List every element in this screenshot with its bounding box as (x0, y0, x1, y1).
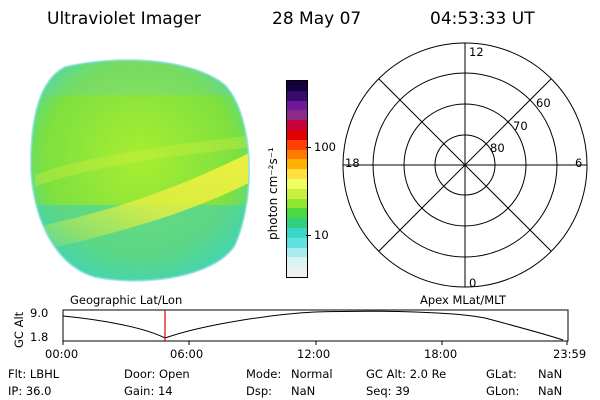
gc-alt-value: GC Alt: 2.0 Re (366, 367, 447, 381)
altitude-timeline-plot (62, 309, 569, 345)
colorbar-swatch (287, 247, 307, 258)
timeline-tick-label-4: 23:59 (553, 347, 587, 361)
colorbar-swatch (287, 159, 307, 170)
instrument-title: Ultraviolet Imager (47, 9, 201, 29)
colorbar-tick-label-100: 100 (314, 140, 336, 154)
ip-value: IP: 36.0 (8, 384, 52, 398)
timeline-tick-label-1: 06:00 (170, 347, 204, 361)
lat-label-60: 60 (536, 96, 551, 110)
colorbar-swatch (287, 237, 307, 248)
colorbar-tick-label-10: 10 (314, 228, 329, 242)
timeline-y-max: 9.0 (30, 306, 49, 320)
door-value: Door: Open (124, 367, 190, 381)
mode-value: Normal (291, 367, 333, 381)
timeline-tick-label-0: 00:00 (45, 347, 79, 361)
colorbar-swatch (287, 257, 307, 268)
colorbar-tick-100 (306, 147, 311, 148)
mlt-label-6: 6 (575, 156, 583, 170)
mlt-label-12: 12 (469, 45, 484, 59)
observation-date: 28 May 07 (272, 9, 362, 29)
lat-label-80: 80 (490, 141, 505, 155)
colorbar-swatch (287, 218, 307, 228)
timeline-ticks (62, 341, 568, 345)
observation-time: 04:53:33 UT (430, 9, 535, 29)
timeline-y-label: GC Alt (12, 311, 26, 348)
timeline-frame (62, 309, 569, 342)
colorbar-swatch (287, 149, 307, 160)
glon-value: NaN (538, 384, 563, 398)
lat-label-70: 70 (513, 119, 528, 133)
colorbar-swatch (287, 90, 307, 101)
colorbar-swatch (287, 178, 307, 189)
dsp-label: Dsp: (246, 384, 273, 398)
mlt-label-18: 18 (345, 156, 360, 170)
colorbar-tick-10 (306, 235, 311, 236)
altitude-curve (62, 310, 564, 341)
glon-label: GLon: (486, 384, 520, 398)
filter-value: Flt: LBHL (8, 367, 60, 381)
gain-value: Gain: 14 (124, 384, 173, 398)
seq-value: Seq: 39 (366, 384, 410, 398)
colorbar-swatch (287, 120, 307, 130)
colorbar-swatch (287, 110, 307, 121)
colorbar-unit-label: photon cm⁻²s⁻¹ (266, 147, 280, 240)
mlt-label-0: 0 (469, 276, 477, 290)
dsp-value: NaN (291, 384, 316, 398)
colorbar-swatch (287, 227, 307, 238)
mode-label: Mode: (246, 367, 282, 381)
uv-image-disk (29, 59, 251, 282)
colorbar-swatch (287, 188, 307, 199)
colorbar-swatch (287, 198, 307, 209)
colorbar-swatch (287, 100, 307, 111)
glat-label: GLat: (486, 367, 517, 381)
colorbar (286, 80, 308, 278)
colorbar-swatch (287, 267, 307, 277)
meridian-diag-2 (378, 78, 552, 252)
polar-grid (342, 42, 588, 288)
timeline-tick-label-3: 18:00 (424, 347, 458, 361)
glat-value: NaN (538, 367, 563, 381)
colorbar-swatch (287, 169, 307, 179)
colorbar-swatch (287, 81, 307, 91)
colorbar-swatch (287, 139, 307, 150)
colorbar-swatch (287, 129, 307, 140)
timeline-right-title: Apex MLat/MLT (420, 293, 507, 307)
timeline-left-title: Geographic Lat/Lon (70, 293, 183, 307)
colorbar-swatch (287, 208, 307, 219)
timeline-y-min: 1.8 (30, 330, 49, 344)
timeline-tick-label-2: 12:00 (297, 347, 331, 361)
